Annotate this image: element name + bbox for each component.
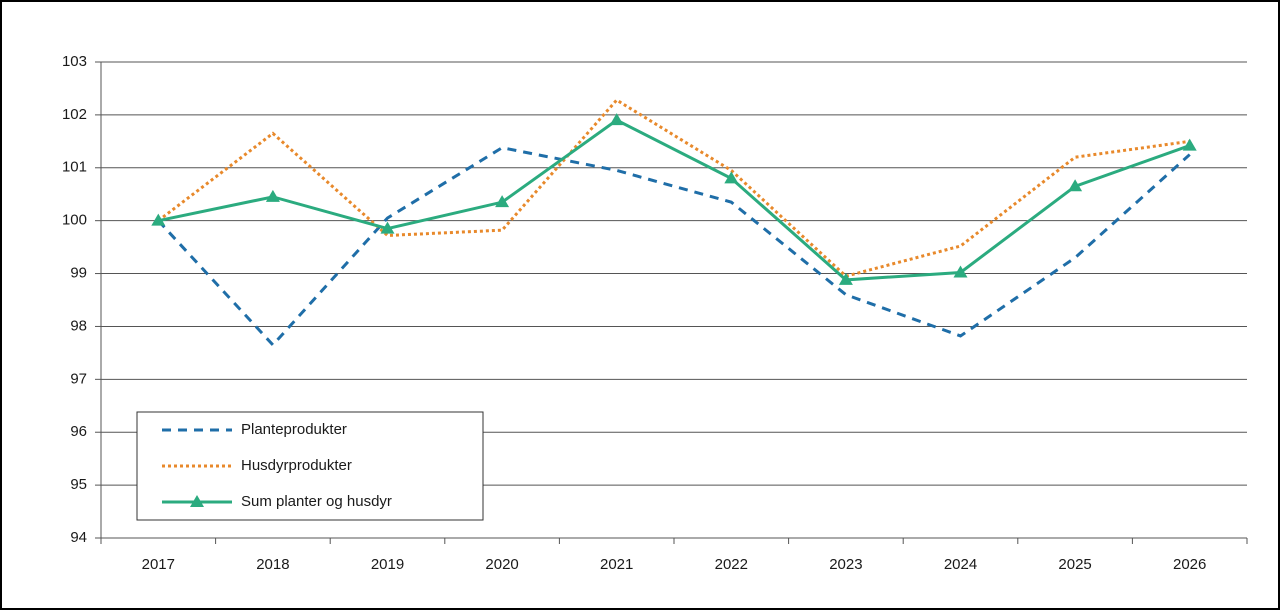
marker xyxy=(265,189,280,202)
legend-label: Sum planter og husdyr xyxy=(241,493,392,510)
y-tick-label: 100 xyxy=(62,212,87,229)
y-tick-label: 94 xyxy=(70,529,87,546)
marker xyxy=(838,272,853,285)
x-tick-label: 2022 xyxy=(715,556,748,573)
y-tick-label: 102 xyxy=(62,106,87,123)
x-tick-label: 2023 xyxy=(829,556,862,573)
marker xyxy=(724,171,739,184)
marker xyxy=(151,213,166,226)
x-tick-label: 2026 xyxy=(1173,556,1206,573)
marker xyxy=(1182,138,1197,151)
y-tick-label: 95 xyxy=(70,476,87,493)
y-tick-label: 99 xyxy=(70,265,87,282)
x-tick-label: 2025 xyxy=(1058,556,1091,573)
x-tick-label: 2017 xyxy=(142,556,175,573)
x-tick-label: 2024 xyxy=(944,556,977,573)
y-tick-label: 103 xyxy=(62,53,87,70)
marker xyxy=(1068,179,1083,192)
line-series xyxy=(157,146,1191,348)
y-tick-label: 101 xyxy=(62,159,87,176)
marker xyxy=(495,195,510,208)
x-tick-label: 2021 xyxy=(600,556,633,573)
x-tick-label: 2020 xyxy=(485,556,518,573)
marker xyxy=(953,265,968,278)
legend-marker xyxy=(190,495,204,507)
x-tick-label: 2019 xyxy=(371,556,404,573)
line-series xyxy=(157,118,1191,282)
marker xyxy=(609,113,624,126)
x-tick-label: 2018 xyxy=(256,556,289,573)
marker xyxy=(380,221,395,234)
y-tick-label: 96 xyxy=(70,423,87,440)
legend-label: Planteprodukter xyxy=(241,421,347,438)
y-tick-label: 98 xyxy=(70,317,87,334)
legend-label: Husdyrprodukter xyxy=(241,457,352,474)
y-tick-label: 97 xyxy=(70,370,87,387)
